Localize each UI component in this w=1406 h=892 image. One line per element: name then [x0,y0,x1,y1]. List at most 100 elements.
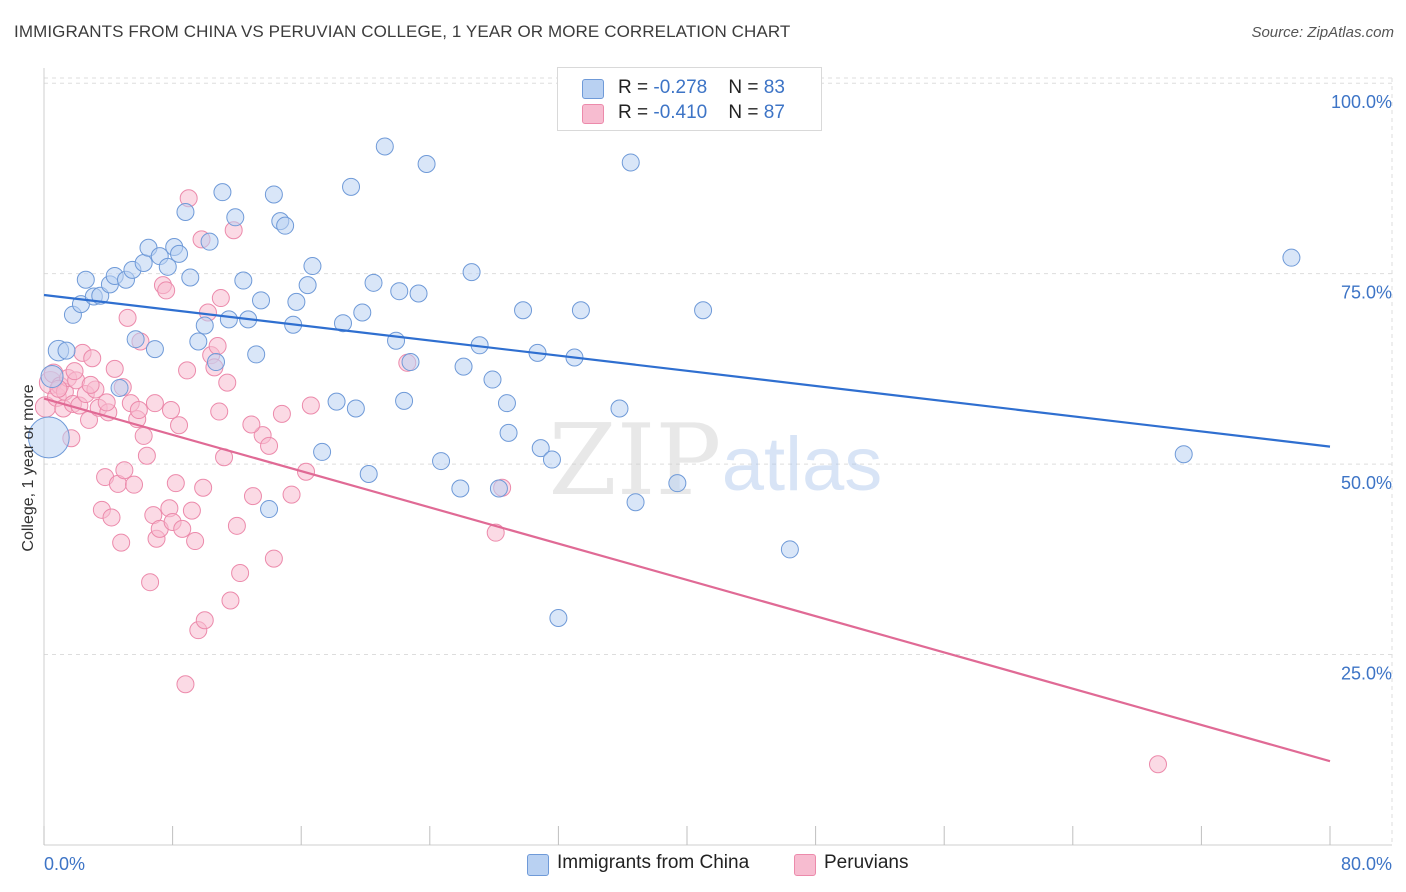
china-point [401,353,420,372]
china-point [489,479,508,498]
correlation-legend: R = -0.278 N = 83 R = -0.410 N = 87 [557,67,822,131]
y-tick-label: 100.0% [1331,92,1392,112]
peruvians-point [105,359,124,378]
peruvians-point [194,478,213,497]
peruvians-point [65,362,84,381]
y-axis-label: College, 1 year or more [20,384,37,552]
china-point [668,474,687,493]
peruvians-point [195,611,214,630]
peruvians-trend-line [43,397,1331,763]
china-point [126,330,145,349]
y-tick-label: 50.0% [1341,473,1392,493]
china-point [287,292,306,311]
china-point [1174,445,1193,464]
peruvians-point [211,289,230,308]
peruvians-point [221,591,240,610]
bottom-legend-label-peru: Peruvians [824,852,909,873]
china-point [195,316,214,335]
china-point [234,271,253,290]
china-point [514,301,533,320]
legend-r-value-peru: -0.410 [653,102,708,123]
china-point [451,479,470,498]
legend-n-value-china: 83 [763,77,785,98]
china-point [189,332,208,351]
china-point [395,391,414,410]
tick-labels: 25.0% 50.0% 75.0% 100.0% 0.0% 80.0% [44,92,1392,874]
china-point [158,257,177,276]
peruvians-point [118,308,137,327]
series-peruvians [34,97,1167,774]
y-tick-label: 75.0% [1341,283,1392,303]
chart-title: IMMIGRANTS FROM CHINA VS PERUVIAN COLLEG… [14,22,791,41]
peruvians-point [173,519,192,538]
peruvians-point [260,436,279,455]
china-point [333,314,352,333]
china-point [327,392,346,411]
legend-n-label-peru: N = [728,102,764,123]
peruvians-point [97,393,116,412]
china-point [170,244,189,263]
bottom-legend-label-china: Immigrants from China [557,852,750,873]
china-point [342,177,361,196]
legend-r-label-peru: R = [618,102,654,123]
series-immigrants-from-china [27,137,1301,627]
china-point [181,268,200,287]
china-point [145,340,164,359]
peruvians-point [115,461,134,480]
china-point [110,378,129,397]
china-point [313,442,332,461]
peruvians-point [218,373,237,392]
peruvians-point [486,523,505,542]
peruvians-point [166,474,185,493]
china-point [390,282,409,301]
peruvians-point [242,415,261,434]
peruvians-point [125,475,144,494]
peruvians-point [81,375,100,394]
legend-n-value-peru: 87 [763,102,785,123]
legend-swatch-peru [582,104,604,124]
china-point [346,399,365,418]
china-point [549,608,568,627]
china-trend-line [43,293,1331,448]
china-point [219,310,238,329]
watermark-atlas: atlas [722,422,883,507]
china-point [27,416,70,459]
china-point [353,303,372,322]
china-point [252,291,271,310]
peruvians-point [186,532,205,551]
legend-r-label-china: R = [618,77,654,98]
peruvians-point [112,533,131,552]
china-point [200,232,219,251]
china-point [76,270,95,289]
peruvians-point [272,404,291,423]
china-point [497,394,516,413]
china-point [264,185,283,204]
peruvians-point [83,349,102,368]
china-point [542,450,561,469]
x-tick-label-min: 0.0% [44,854,85,874]
china-point [462,263,481,282]
peruvians-point [210,402,229,421]
china-point [40,364,64,389]
peruvians-point [1148,755,1167,774]
china-point [531,439,550,458]
watermark: ZIP atlas [549,404,883,518]
peruvians-point [227,516,246,535]
peruvians-point [301,396,320,415]
china-point [454,357,473,376]
peruvians-point [178,361,197,380]
peruvians-point [231,564,250,583]
china-point [247,345,266,364]
y-tick-label: 25.0% [1341,664,1392,684]
china-point [610,399,629,418]
peruvians-point [170,416,189,435]
china-point [134,254,153,273]
legend-r-value-china: -0.278 [653,77,708,98]
china-point [176,202,195,221]
china-point [213,183,232,202]
peruvians-point [282,485,301,504]
china-point [226,208,245,227]
china-point [780,540,799,559]
peruvians-point [182,501,201,520]
